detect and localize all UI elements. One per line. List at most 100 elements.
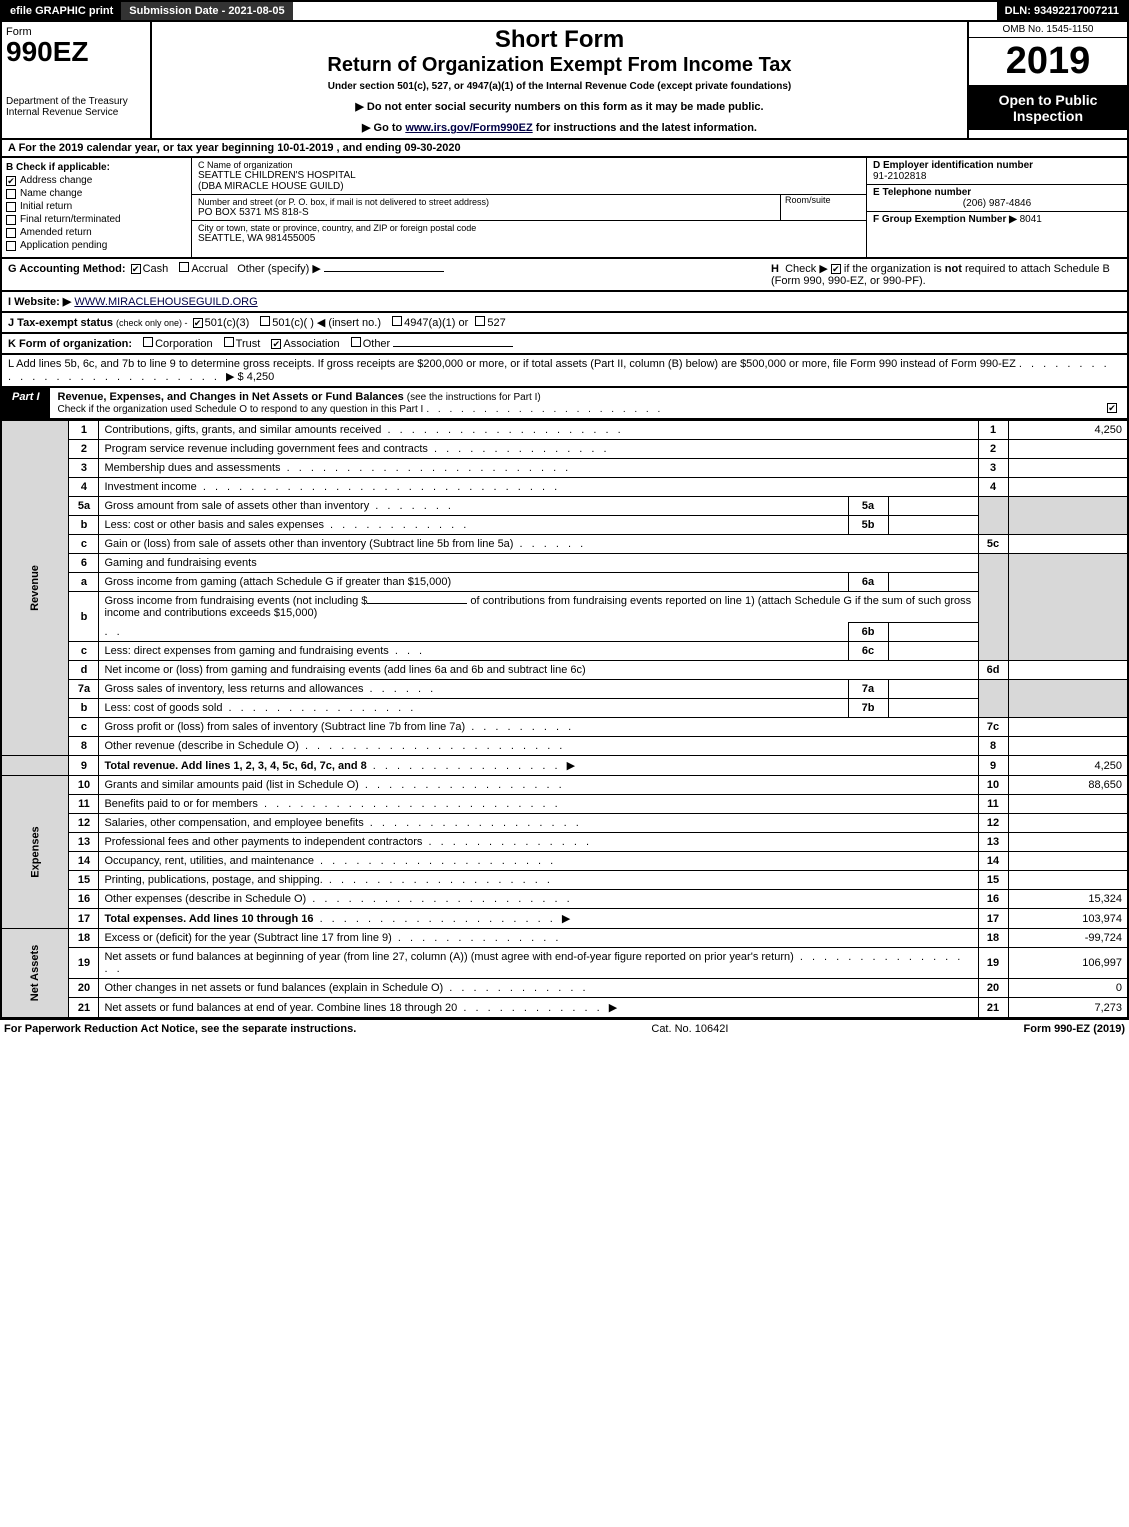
checkbox-icon: ✔ — [271, 339, 281, 349]
line-ref: 15 — [978, 871, 1008, 890]
line-amount — [1008, 871, 1128, 890]
line-ref: 4 — [978, 478, 1008, 497]
line-amount: 88,650 — [1008, 776, 1128, 795]
page-footer: For Paperwork Reduction Act Notice, see … — [0, 1019, 1129, 1038]
line-gh: G Accounting Method: ✔Cash Accrual Other… — [0, 259, 1129, 292]
k-other: Other — [363, 338, 391, 350]
line-num: 13 — [69, 833, 99, 852]
line-num: 21 — [69, 998, 99, 1019]
line-ref: 11 — [978, 795, 1008, 814]
grey-cell — [978, 497, 1008, 535]
website-link[interactable]: WWW.MIRACLEHOUSEGUILD.ORG — [74, 296, 257, 308]
checkbox-icon — [260, 316, 270, 326]
line-desc: Gain or (loss) from sale of assets other… — [99, 535, 978, 554]
line-num: 1 — [69, 421, 99, 440]
irs-link[interactable]: www.irs.gov/Form990EZ — [405, 122, 532, 134]
line-desc: Contributions, gifts, grants, and simila… — [99, 421, 978, 440]
ein-value: 91-2102818 — [873, 171, 1121, 182]
line-num: b — [69, 592, 99, 642]
g-cash: Cash — [143, 263, 169, 275]
chk-initial-return: Initial return — [6, 201, 187, 212]
line-amount — [1008, 814, 1128, 833]
line-desc: Total expenses. Add lines 10 through 16 … — [99, 909, 978, 929]
line-num: 4 — [69, 478, 99, 497]
checkbox-icon: ✔ — [193, 318, 203, 328]
line-h: H Check ▶ ✔ if the organization is not r… — [761, 262, 1121, 287]
line-num: 14 — [69, 852, 99, 871]
submission-date: Submission Date - 2021-08-05 — [121, 2, 292, 20]
j-501c3: 501(c)(3) — [205, 317, 250, 329]
grey-cell — [978, 554, 1008, 661]
efile-label: efile GRAPHIC print — [2, 2, 121, 20]
line-desc: Other expenses (describe in Schedule O) … — [99, 890, 978, 909]
line-num: c — [69, 642, 99, 661]
checkbox-icon — [179, 262, 189, 272]
under-section: Under section 501(c), 527, or 4947(a)(1)… — [160, 81, 959, 92]
chk-application-pending: Application pending — [6, 240, 187, 251]
line-ref: 19 — [978, 948, 1008, 979]
line-num: 18 — [69, 929, 99, 948]
g-label: G Accounting Method: — [8, 263, 126, 275]
h-txt1: Check ▶ — [785, 263, 831, 275]
box-c: C Name of organization SEATTLE CHILDREN'… — [192, 158, 867, 257]
j-4947: 4947(a)(1) or — [404, 317, 468, 329]
checkbox-icon — [351, 337, 361, 347]
line-i: I Website: ▶ WWW.MIRACLEHOUSEGUILD.ORG — [0, 292, 1129, 313]
line-desc: Program service revenue including govern… — [99, 440, 978, 459]
city: SEATTLE, WA 981455005 — [198, 233, 860, 244]
line-a-tax-year: A For the 2019 calendar year, or tax yea… — [0, 140, 1129, 158]
subline-amount — [888, 680, 978, 699]
part-1-table: Revenue 1 Contributions, gifts, grants, … — [0, 420, 1129, 1019]
l-amount: ▶ $ 4,250 — [226, 371, 274, 383]
line-desc-cont: . . — [99, 623, 848, 642]
line-num: d — [69, 661, 99, 680]
line-amount: 103,974 — [1008, 909, 1128, 929]
group-exemption-label: F Group Exemption Number ▶ — [873, 214, 1017, 225]
line-ref: 5c — [978, 535, 1008, 554]
grey-cell — [1008, 680, 1128, 718]
k-corp: Corporation — [155, 338, 212, 350]
line-amount: 15,324 — [1008, 890, 1128, 909]
phone-label: E Telephone number — [873, 187, 1121, 198]
footer-cat-no: Cat. No. 10642I — [651, 1023, 728, 1035]
org-dba: (DBA MIRACLE HOUSE GUILD) — [198, 181, 860, 192]
box-b-header: B Check if applicable: — [6, 162, 187, 173]
line-ref: 16 — [978, 890, 1008, 909]
line-amount — [1008, 833, 1128, 852]
line-j: J Tax-exempt status (check only one) - ✔… — [0, 313, 1129, 334]
checkbox-icon — [6, 215, 16, 225]
line-ref: 8 — [978, 737, 1008, 756]
line-desc: Occupancy, rent, utilities, and maintena… — [99, 852, 978, 871]
checkbox-icon — [6, 241, 16, 251]
line-desc: Professional fees and other payments to … — [99, 833, 978, 852]
line-amount — [1008, 795, 1128, 814]
line-desc: Less: cost of goods sold . . . . . . . .… — [99, 699, 848, 718]
line-desc: Less: direct expenses from gaming and fu… — [99, 642, 848, 661]
checkbox-icon — [6, 189, 16, 199]
g-other: Other (specify) ▶ — [237, 263, 321, 275]
k-label: K Form of organization: — [8, 338, 132, 350]
line-desc: Gross profit or (loss) from sales of inv… — [99, 718, 978, 737]
line-g: G Accounting Method: ✔Cash Accrual Other… — [8, 262, 761, 287]
line-num: 3 — [69, 459, 99, 478]
checkbox-icon — [6, 228, 16, 238]
box-b: B Check if applicable: ✔Address change N… — [2, 158, 192, 257]
line-amount: 106,997 — [1008, 948, 1128, 979]
part-title-text: Revenue, Expenses, and Changes in Net As… — [58, 391, 404, 403]
line-desc: Gross income from gaming (attach Schedul… — [99, 573, 848, 592]
chk-label: Name change — [20, 188, 82, 199]
phone-value: (206) 987-4846 — [873, 198, 1121, 209]
subline-ref: 7b — [848, 699, 888, 718]
goto-pre: ▶ Go to — [362, 122, 405, 134]
chk-label: Amended return — [20, 227, 92, 238]
footer-form-ref: Form 990-EZ (2019) — [1024, 1023, 1125, 1035]
line-amount — [1008, 661, 1128, 680]
line-amount: 4,250 — [1008, 421, 1128, 440]
g-accrual: Accrual — [191, 263, 228, 275]
grey-cell — [978, 680, 1008, 718]
line-num: 20 — [69, 979, 99, 998]
chk-final-return: Final return/terminated — [6, 214, 187, 225]
line-ref: 10 — [978, 776, 1008, 795]
k-assoc: Association — [283, 338, 339, 350]
line-num: 11 — [69, 795, 99, 814]
